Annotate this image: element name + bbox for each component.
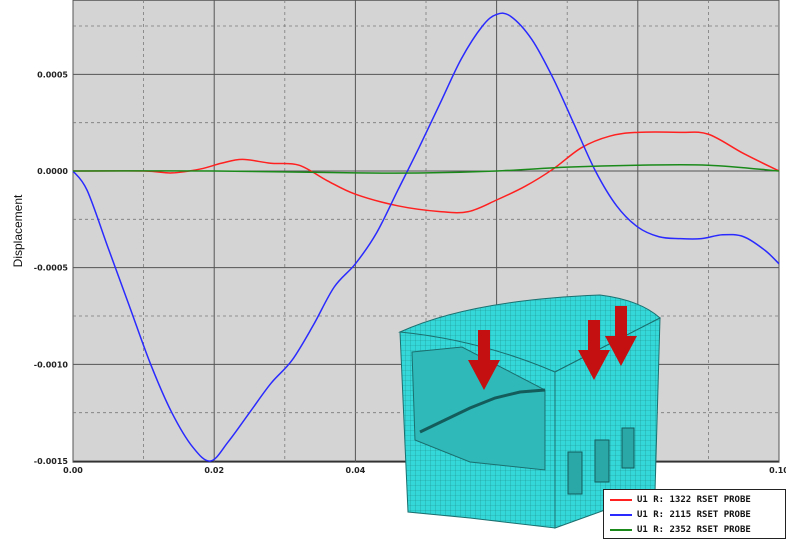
- y-tick-labels: 0.0005 0.0000 -0.0005 -0.0010 -0.0015: [34, 70, 69, 466]
- mesh-opening-3: [621, 427, 635, 469]
- load-arrow-2: [578, 320, 610, 380]
- y-tick-label: 0.0005: [37, 70, 68, 79]
- y-axis-label: Displacement: [11, 194, 25, 267]
- x-tick-label: 0.04: [346, 466, 366, 475]
- legend-label: U1 R: 2115 RSET PROBE: [637, 510, 751, 520]
- legend: U1 R: 1322 RSET PROBE U1 R: 2115 RSET PR…: [603, 489, 786, 539]
- y-tick-label: -0.0005: [34, 264, 69, 273]
- mesh-stairs: [419, 388, 546, 434]
- series-line-3: [72, 163, 780, 174]
- series-lines: [72, 12, 780, 462]
- series-line-1: [72, 131, 780, 214]
- legend-swatch: [610, 499, 632, 501]
- legend-item-1322: U1 R: 1322 RSET PROBE: [610, 494, 751, 506]
- fe-mesh-model-image: [398, 294, 661, 529]
- x-tick-label: 0.00: [63, 466, 83, 475]
- legend-item-2352: U1 R: 2352 RSET PROBE: [610, 524, 751, 536]
- mesh-opening-2: [594, 439, 610, 483]
- load-arrow-3: [605, 306, 637, 366]
- x-tick-label: 0.10: [769, 466, 786, 475]
- series-line-2: [72, 12, 780, 462]
- y-tick-label: 0.0000: [37, 167, 68, 176]
- x-tick-label: 0.02: [204, 466, 224, 475]
- legend-label: U1 R: 1322 RSET PROBE: [637, 495, 751, 505]
- legend-label: U1 R: 2352 RSET PROBE: [637, 525, 751, 535]
- mesh-roof: [398, 294, 661, 373]
- mesh-interior-opening: [411, 346, 546, 471]
- legend-swatch: [610, 514, 632, 516]
- y-tick-label: -0.0015: [34, 457, 69, 466]
- y-tick-label: -0.0010: [34, 360, 69, 369]
- legend-item-2115: U1 R: 2115 RSET PROBE: [610, 509, 751, 521]
- load-arrow-1: [468, 330, 500, 390]
- legend-swatch: [610, 529, 632, 531]
- mesh-opening-1: [567, 451, 583, 495]
